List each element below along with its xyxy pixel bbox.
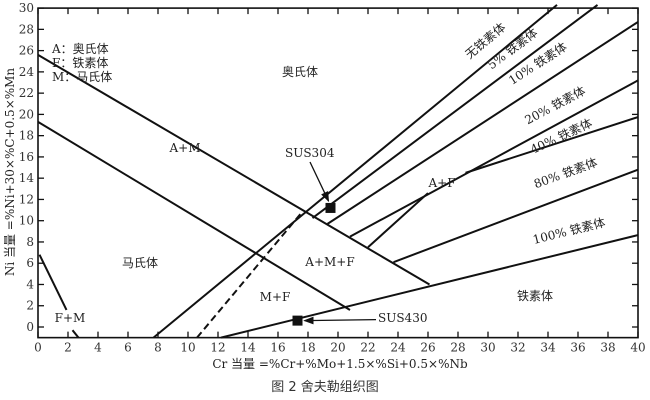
x-tick-label: 8 — [154, 341, 162, 355]
x-tick-label: 14 — [240, 341, 256, 355]
region-label: F+M — [55, 311, 86, 325]
sus430-arrow — [303, 316, 377, 325]
x-tick-label: 36 — [570, 341, 585, 355]
legend-entry: A：奥氏体 — [51, 42, 109, 56]
region-label: A+F — [427, 176, 455, 190]
y-tick-label: 12 — [19, 192, 34, 206]
y-tick-label: 24 — [19, 65, 35, 79]
x-tick-label: 16 — [270, 341, 285, 355]
y-tick-label: 18 — [19, 129, 34, 143]
sus304-marker — [325, 202, 336, 213]
x-tick-label: 2 — [64, 341, 72, 355]
x-tick-label: 6 — [124, 341, 132, 355]
y-tick-label: 20 — [19, 107, 34, 121]
y-tick-label: 28 — [19, 22, 34, 36]
legend-entry: F：铁素体 — [52, 56, 108, 70]
y-tick-label: 0 — [26, 320, 34, 334]
region-label: 马氏体 — [122, 256, 158, 270]
y-tick-label: 2 — [26, 299, 34, 313]
boundary-line-fm-b — [71, 329, 80, 339]
boundary-line-ferrite-80 — [393, 168, 639, 264]
y-tick-label: 4 — [26, 277, 34, 291]
y-tick-label: 30 — [19, 1, 34, 15]
boundary-line-austenite-upper — [37, 54, 431, 286]
x-tick-label: 0 — [34, 341, 42, 355]
x-tick-label: 18 — [300, 341, 315, 355]
boundary-line-ferrite-10 — [326, 21, 639, 225]
region-label: A+M — [168, 141, 200, 155]
boundary-line-martensite-upper — [37, 120, 351, 311]
y-tick-label: 14 — [19, 171, 35, 185]
x-tick-label: 10 — [180, 341, 195, 355]
region-label: M+F — [260, 290, 291, 304]
sus430-label: SUS430 — [378, 311, 427, 325]
y-axis-label: Ni 当量 =%Ni+30×%C+0.5×%Mn — [3, 68, 17, 277]
figure-caption: 图 2 舍夫勒组织图 — [271, 380, 379, 395]
region-label: 奥氏体 — [282, 65, 318, 79]
boundary-line-ferrite-0 — [152, 4, 558, 339]
x-tick-label: 4 — [94, 341, 102, 355]
x-tick-label: 20 — [330, 341, 345, 355]
sus304-arrow — [309, 161, 330, 203]
x-tick-label: 34 — [540, 341, 556, 355]
boundary-line-fm-a — [38, 254, 68, 311]
region-label: A+M+F — [304, 255, 354, 269]
y-tick-label: 26 — [19, 44, 34, 58]
region-label: 铁素体 — [517, 289, 553, 303]
x-tick-label: 22 — [360, 341, 375, 355]
x-tick-label: 38 — [600, 341, 615, 355]
boundary-line-ferrite-20 — [349, 79, 639, 238]
x-tick-label: 40 — [630, 341, 645, 355]
boundary-line-ferrite-100 — [220, 234, 639, 339]
y-tick-label: 10 — [19, 214, 34, 228]
ferrite-percent-label: 80% 铁素体 — [532, 155, 599, 191]
x-tick-label: 32 — [510, 341, 525, 355]
boundary-line-ferrite-40b — [465, 116, 639, 174]
boundary-line-ferrite-5 — [311, 4, 599, 219]
x-tick-label: 30 — [480, 341, 495, 355]
sus304-label: SUS304 — [285, 146, 335, 160]
y-tick-label: 8 — [26, 235, 34, 249]
x-tick-label: 26 — [420, 341, 435, 355]
boundary-line-dashed — [196, 211, 303, 339]
y-tick-label: 22 — [19, 86, 34, 100]
x-axis-label: Cr 当量 =%Cr+%Mo+1.5×%Si+0.5×%Nb — [212, 357, 468, 370]
schaeffler-diagram: 0 2 4 6 8 10 12 14 16 18 20 22 24 26 28 30 32 34 36 38 40024… — [3, 1, 646, 370]
x-tick-label: 12 — [210, 341, 225, 355]
sus430-marker — [292, 315, 303, 326]
boundary-line-ferrite-40a — [367, 192, 429, 249]
ferrite-percent-label: 100% 铁素体 — [531, 215, 606, 247]
x-tick-label: 24 — [390, 341, 406, 355]
y-tick-label: 16 — [19, 150, 34, 164]
x-tick-label: 28 — [450, 341, 465, 355]
legend-entry: M：马氏体 — [52, 70, 112, 84]
y-tick-label: 6 — [26, 256, 34, 270]
